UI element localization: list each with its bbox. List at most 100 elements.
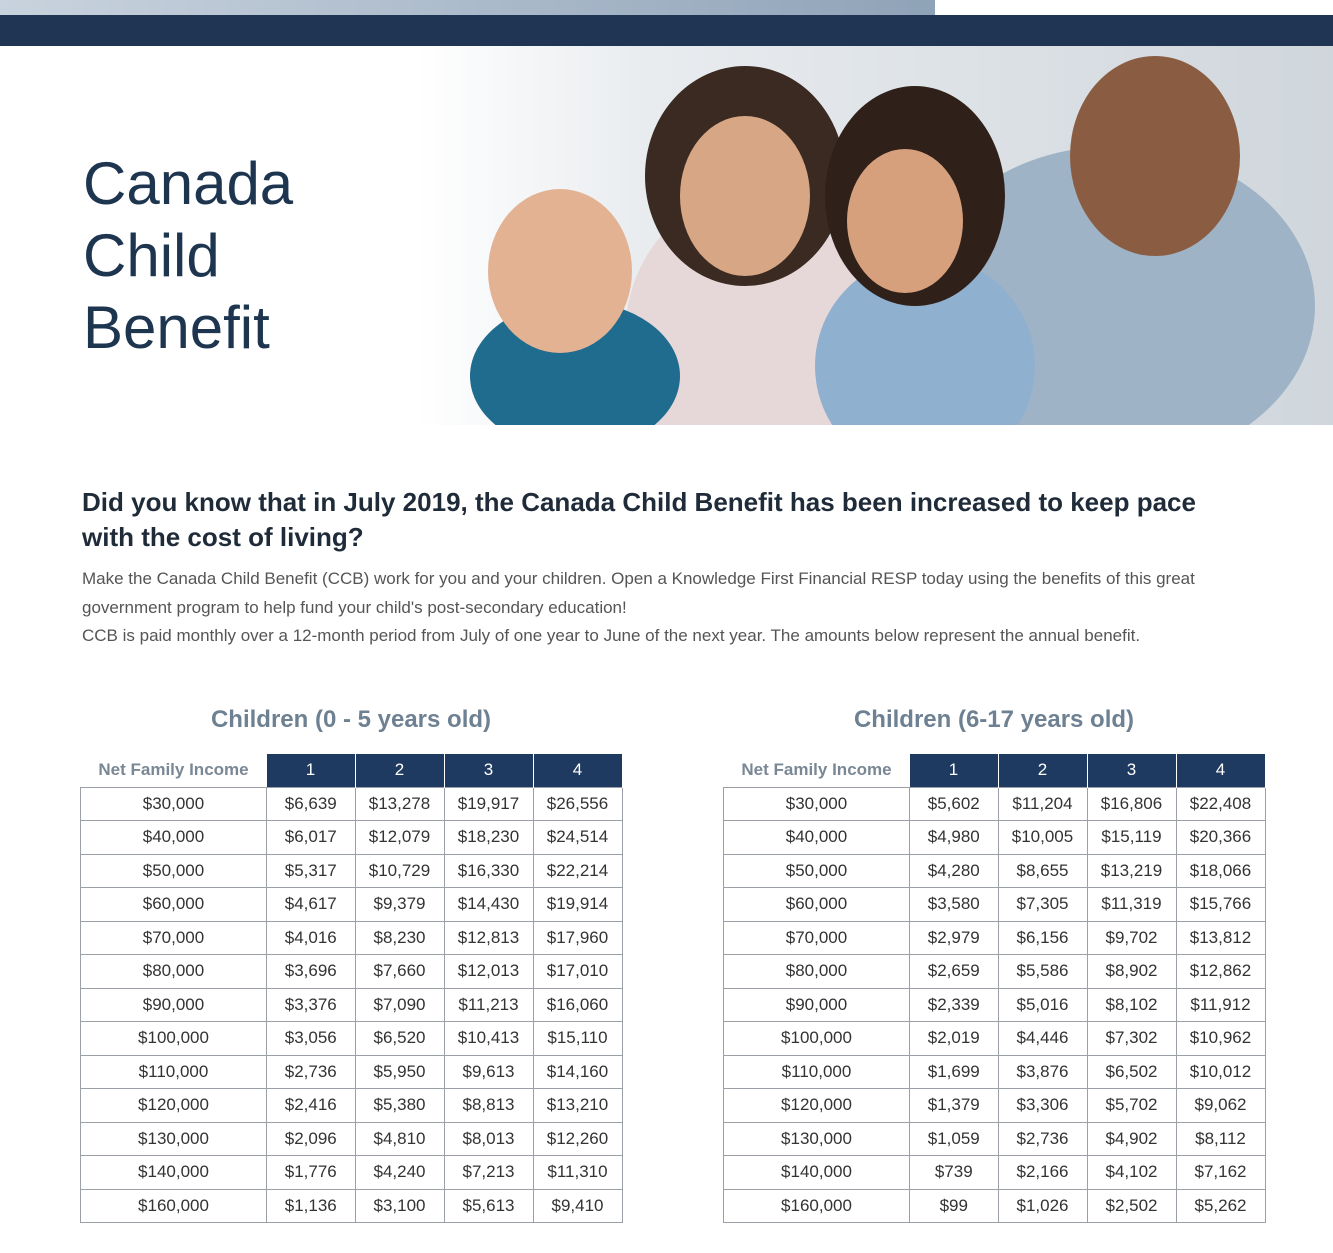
benefit-cell: $4,446 (997, 1021, 1088, 1056)
benefit-cell: $7,302 (1086, 1021, 1177, 1056)
benefit-cell: $11,912 (1175, 987, 1266, 1022)
benefit-cell: $4,617 (266, 887, 356, 922)
header-cell: 1 (266, 754, 356, 787)
benefit-cell: $4,016 (266, 920, 356, 955)
benefit-cell: $17,960 (532, 920, 623, 955)
girl-face (847, 149, 963, 293)
benefit-cell: $8,655 (997, 853, 1088, 888)
benefit-cell: $6,502 (1086, 1054, 1177, 1089)
table-row: $50,000 $5,317 $10,729 $16,330 $22,214 (80, 853, 623, 888)
title: Canada Child Benefit (83, 150, 294, 361)
benefit-cell: $5,602 (909, 786, 999, 821)
header-cell: 3 (444, 754, 534, 787)
benefit-cell: $2,736 (266, 1054, 356, 1089)
benefit-cell: $5,317 (266, 853, 356, 888)
income-cell: $30,000 (723, 786, 910, 821)
benefit-cell: $9,410 (532, 1188, 623, 1223)
benefit-cell: $6,639 (266, 786, 356, 821)
table-row: $110,000 $2,736 $5,950 $9,613 $14,160 (80, 1054, 623, 1089)
income-cell: $110,000 (723, 1054, 910, 1089)
benefit-cell: $11,213 (443, 987, 534, 1022)
benefit-cell: $10,962 (1175, 1021, 1266, 1056)
benefit-cell: $15,766 (1175, 887, 1266, 922)
header-cell: 4 (1176, 754, 1266, 787)
benefit-cell: $8,112 (1175, 1121, 1266, 1156)
benefit-cell: $3,306 (997, 1088, 1088, 1123)
benefit-cell: $739 (909, 1155, 999, 1190)
benefit-cell: $10,413 (443, 1021, 534, 1056)
header-cell: Net Family Income (80, 754, 267, 787)
benefit-cell: $4,240 (354, 1155, 445, 1190)
top-strip (0, 0, 935, 15)
benefit-cell: $4,810 (354, 1121, 445, 1156)
income-cell: $40,000 (80, 820, 267, 855)
benefit-cell: $22,408 (1175, 786, 1266, 821)
income-cell: $90,000 (723, 987, 910, 1022)
benefit-cell: $7,162 (1175, 1155, 1266, 1190)
benefit-cell: $16,060 (532, 987, 623, 1022)
table-title: Children (6-17 years old) (853, 706, 1135, 733)
benefit-cell: $16,330 (443, 853, 534, 888)
benefit-cell: $4,980 (909, 820, 999, 855)
benefit-cell: $12,013 (443, 954, 534, 989)
income-cell: $80,000 (723, 954, 910, 989)
table-title: Children (0 - 5 years old) (210, 706, 492, 733)
benefit-cell: $1,026 (997, 1188, 1088, 1223)
table-row: $140,000 $739 $2,166 $4,102 $7,162 (723, 1155, 1266, 1190)
benefit-cell: $12,079 (354, 820, 445, 855)
benefit-cell: $5,380 (354, 1088, 445, 1123)
paragraph: CCB is paid monthly over a 12-month peri… (82, 626, 1141, 645)
benefit-cell: $2,979 (909, 920, 999, 955)
benefit-cell: $5,613 (443, 1188, 534, 1223)
benefit-cell: $14,160 (532, 1054, 623, 1089)
mother-face (680, 116, 810, 276)
income-cell: $40,000 (723, 820, 910, 855)
benefit-cell: $7,660 (354, 954, 445, 989)
benefit-cell: $8,102 (1086, 987, 1177, 1022)
benefit-cell: $20,366 (1175, 820, 1266, 855)
benefit-cell: $3,580 (909, 887, 999, 922)
benefit-cell: $8,813 (443, 1088, 534, 1123)
benefit-cell: $11,319 (1086, 887, 1177, 922)
table-row: $80,000 $2,659 $5,586 $8,902 $12,862 (723, 954, 1266, 989)
benefit-cell: $11,204 (997, 786, 1088, 821)
benefit-cell: $2,502 (1086, 1188, 1177, 1223)
benefit-cell: $19,917 (443, 786, 534, 821)
benefit-cell: $13,812 (1175, 920, 1266, 955)
table-row: $130,000 $2,096 $4,810 $8,013 $12,260 (80, 1121, 623, 1156)
benefit-cell: $6,017 (266, 820, 356, 855)
income-cell: $140,000 (80, 1155, 267, 1190)
father-head (1070, 56, 1240, 256)
income-cell: $30,000 (80, 786, 267, 821)
benefit-cell: $13,278 (354, 786, 445, 821)
baby-head (488, 189, 632, 353)
benefit-cell: $16,806 (1086, 786, 1177, 821)
benefit-cell: $9,702 (1086, 920, 1177, 955)
table-row: $70,000 $4,016 $8,230 $12,813 $17,960 (80, 920, 623, 955)
benefit-cell: $5,586 (997, 954, 1088, 989)
table-row: $100,000 $2,019 $4,446 $7,302 $10,962 (723, 1021, 1266, 1056)
benefit-cell: $5,702 (1086, 1088, 1177, 1123)
income-cell: $100,000 (723, 1021, 910, 1056)
benefit-cell: $19,914 (532, 887, 623, 922)
benefit-cell: $12,260 (532, 1121, 623, 1156)
benefit-cell: $8,013 (443, 1121, 534, 1156)
income-cell: $80,000 (80, 954, 267, 989)
benefit-cell: $10,012 (1175, 1054, 1266, 1089)
benefit-table: Net Family Income 1 2 3 4 $30,000 $5,602 $11,20… (723, 754, 1266, 1223)
income-cell: $60,000 (723, 887, 910, 922)
header-cell: 2 (355, 754, 445, 787)
table-row: $140,000 $1,776 $4,240 $7,213 $11,310 (80, 1155, 623, 1190)
table-row: $90,000 $2,339 $5,016 $8,102 $11,912 (723, 987, 1266, 1022)
benefit-cell: $9,379 (354, 887, 445, 922)
income-cell: $50,000 (80, 853, 267, 888)
header-cell: 1 (909, 754, 999, 787)
table-row: $60,000 $3,580 $7,305 $11,319 $15,766 (723, 887, 1266, 922)
benefit-cell: $10,005 (997, 820, 1088, 855)
benefit-cell: $1,776 (266, 1155, 356, 1190)
benefit-cell: $7,213 (443, 1155, 534, 1190)
benefit-cell: $1,699 (909, 1054, 999, 1089)
table-row: $110,000 $1,699 $3,876 $6,502 $10,012 (723, 1054, 1266, 1089)
table-row: $130,000 $1,059 $2,736 $4,902 $8,112 (723, 1121, 1266, 1156)
header-cell: 2 (998, 754, 1088, 787)
